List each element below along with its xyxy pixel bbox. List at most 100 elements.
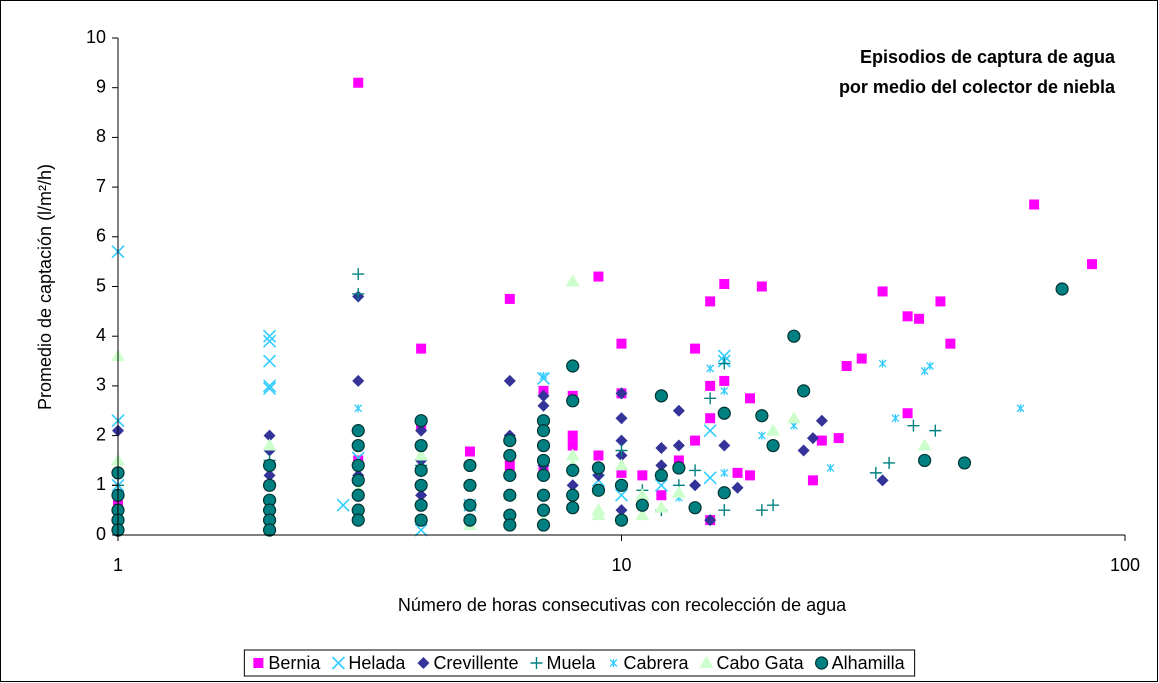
- marker-square: [816, 435, 827, 446]
- legend-item: Cabo Gata: [699, 653, 805, 673]
- marker-circle: [536, 424, 551, 438]
- marker-asterisk: [720, 386, 729, 395]
- chart-title: Episodios de captura de agua: [860, 47, 1116, 67]
- marker-circle: [414, 414, 428, 428]
- marker-diamond: [689, 479, 702, 492]
- marker-circle: [614, 513, 629, 527]
- marker-circle: [957, 456, 972, 470]
- x-tick-label: 10: [611, 555, 631, 575]
- marker-square: [756, 281, 767, 292]
- y-tick-label: 9: [96, 76, 106, 96]
- marker-circle: [536, 438, 551, 453]
- marker-x: [703, 471, 717, 485]
- marker-circle: [672, 461, 686, 475]
- marker-square: [690, 435, 701, 446]
- legend-label: Crevillente: [433, 653, 518, 673]
- marker-asterisk: [826, 463, 835, 472]
- marker-diamond: [655, 459, 668, 472]
- marker-square: [705, 296, 716, 307]
- marker-asterisk: [706, 364, 715, 373]
- marker-circle: [536, 503, 551, 517]
- marker-diamond: [537, 389, 550, 402]
- marker-circle: [351, 473, 365, 487]
- legend: Bernia Helada Crevillente Muela Cabrera Cabo …: [243, 649, 916, 677]
- marker-square: [705, 380, 716, 391]
- marker-diamond: [263, 429, 276, 442]
- marker-circle: [797, 384, 811, 398]
- marker-square: [656, 490, 667, 501]
- legend-label: Cabrera: [624, 653, 690, 673]
- legend-item: Cabrera: [609, 653, 690, 673]
- y-tick-label: 1: [96, 474, 106, 494]
- marker-x: [263, 329, 277, 343]
- marker-circle: [654, 389, 668, 403]
- marker-diamond: [352, 374, 365, 387]
- y-tick-label: 3: [96, 375, 106, 395]
- marker-diamond: [815, 414, 828, 427]
- marker-diamond: [806, 432, 819, 445]
- marker-square: [719, 375, 730, 386]
- marker-circle: [351, 438, 365, 453]
- marker-diamond: [876, 474, 889, 487]
- marker-circle: [351, 513, 365, 527]
- marker-circle: [503, 448, 517, 463]
- marker-asterisk: [1016, 404, 1025, 413]
- marker-triangle: [654, 500, 669, 513]
- marker-circle: [414, 478, 428, 492]
- marker-square: [253, 658, 264, 668]
- marker-circle: [566, 359, 580, 373]
- marker-triangle: [671, 485, 686, 498]
- marker-plus: [718, 504, 731, 517]
- legend-label: Cabo Gata: [717, 653, 805, 673]
- marker-plus: [883, 456, 896, 469]
- marker-circle: [351, 424, 365, 438]
- chart-title: por medio del colector de niebla: [839, 77, 1116, 97]
- marker-circle: [262, 458, 277, 473]
- marker-diamond: [731, 481, 744, 494]
- marker-x: [263, 381, 277, 395]
- marker-asterisk: [539, 371, 548, 380]
- marker-circle: [262, 523, 277, 537]
- marker-x: [414, 523, 428, 537]
- legend-item: Helada: [331, 653, 406, 673]
- marker-square: [833, 433, 844, 444]
- marker-triangle: [262, 438, 277, 451]
- marker-circle: [566, 463, 580, 477]
- legend-item: Crevillente: [417, 653, 518, 673]
- legend-item: Bernia: [253, 653, 321, 673]
- marker-circle: [536, 518, 551, 532]
- marker-square: [1029, 199, 1040, 210]
- marker-x: [263, 334, 277, 348]
- y-axis-label: Promedio de captación (l/m²/h): [35, 164, 55, 410]
- marker-diamond: [672, 404, 685, 417]
- marker-circle: [414, 498, 428, 512]
- legend-label: Bernia: [268, 653, 321, 673]
- marker-triangle: [565, 274, 580, 287]
- marker-asterisk: [891, 414, 900, 423]
- marker-circle: [787, 329, 801, 343]
- marker-square: [902, 408, 913, 419]
- legend-label: Alhamilla: [832, 653, 906, 673]
- marker-plus: [689, 464, 702, 477]
- marker-diamond: [797, 444, 810, 457]
- marker-asterisk: [609, 659, 618, 667]
- marker-x: [654, 478, 668, 492]
- marker-circle: [503, 488, 517, 502]
- marker-asterisk: [354, 404, 363, 413]
- marker-diamond: [615, 434, 628, 447]
- marker-square: [673, 455, 684, 466]
- marker-circle: [635, 498, 649, 512]
- marker-diamond: [718, 439, 731, 452]
- marker-square: [935, 296, 946, 307]
- y-tick-label: 5: [96, 275, 106, 295]
- y-tick-label: 8: [96, 126, 106, 146]
- marker-diamond: [415, 489, 428, 502]
- marker-plus: [352, 268, 365, 281]
- marker-square: [616, 338, 627, 349]
- legend-box: [243, 649, 916, 677]
- marker-circle: [614, 478, 629, 492]
- marker-triangle: [414, 448, 429, 461]
- marker-square: [719, 279, 730, 290]
- marker-plus: [718, 357, 731, 370]
- marker-square: [841, 361, 852, 372]
